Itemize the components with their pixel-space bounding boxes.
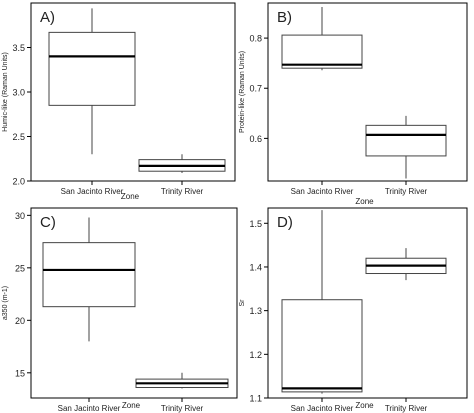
iqr-box — [42, 242, 136, 308]
x-tick-label: Trinity River — [385, 404, 428, 413]
plot-frame — [267, 207, 468, 399]
panel-d: D) 1.1 1.2 1.3 1.4 1.5 Sr San Jacinto River Trin… — [239, 207, 468, 413]
box-trinity — [365, 115, 447, 179]
y-tick-label: 0.7 — [249, 84, 262, 94]
y-tick-label: 1.1 — [249, 394, 262, 404]
box-trinity — [138, 154, 226, 173]
box-san-jacinto — [281, 210, 363, 394]
iqr-box — [365, 124, 447, 157]
box-trinity — [365, 248, 447, 281]
y-tick-label: 3.5 — [12, 43, 25, 53]
y-tick-label: 2.5 — [12, 132, 25, 142]
y-tick-label: 1.4 — [249, 262, 262, 272]
x-tick-label: San Jacinto River — [61, 187, 124, 196]
panel-label: C) — [40, 214, 56, 231]
plot-frame — [30, 207, 238, 399]
panel-label: D) — [277, 214, 293, 231]
box-trinity — [135, 372, 229, 389]
x-tick-label: Trinity River — [161, 187, 204, 196]
y-tick-label: 0.8 — [249, 34, 262, 44]
iqr-box — [48, 31, 136, 106]
panel-label: B) — [277, 9, 292, 26]
x-tick-label: San Jacinto River — [58, 404, 121, 413]
x-axis-label: Zone — [122, 401, 141, 410]
box-san-jacinto — [281, 7, 363, 71]
x-axis-label: Zone — [121, 192, 140, 201]
y-tick-label: 20 — [15, 316, 25, 326]
plot-frame — [267, 2, 468, 182]
y-axis-label: Humic-like (Raman Units) — [2, 52, 9, 132]
panel-label: A) — [40, 9, 55, 26]
y-tick-label: 1.2 — [249, 350, 262, 360]
y-tick-label: 15 — [15, 368, 25, 378]
y-tick-label: 3.0 — [12, 88, 25, 98]
iqr-box — [281, 34, 363, 69]
y-axis-label: a350 (m-1) — [2, 286, 9, 320]
y-tick-label: 2.0 — [12, 177, 25, 187]
x-tick-label: Trinity River — [161, 404, 204, 413]
y-tick-label: 30 — [15, 211, 25, 221]
y-axis-label: Protein-like (Raman Units) — [239, 51, 246, 133]
x-tick-label: Trinity River — [385, 187, 428, 196]
x-tick-label: San Jacinto River — [291, 404, 354, 413]
y-axis-label: Sr — [239, 299, 246, 307]
x-axis-label: Zone — [355, 401, 374, 410]
y-tick-label: 0.6 — [249, 134, 262, 144]
y-tick-label: 1.3 — [249, 306, 262, 316]
box-san-jacinto — [48, 8, 136, 155]
box-san-jacinto — [42, 217, 136, 342]
panel-c: C) 15 20 25 30 a350 (m-1) San Jacinto River Tri… — [2, 207, 238, 413]
iqr-box — [281, 299, 363, 393]
x-tick-label: San Jacinto River — [291, 187, 354, 196]
x-axis-label: Zone — [355, 197, 374, 206]
y-tick-label: 25 — [15, 263, 25, 273]
y-tick-label: 1.5 — [249, 219, 262, 229]
